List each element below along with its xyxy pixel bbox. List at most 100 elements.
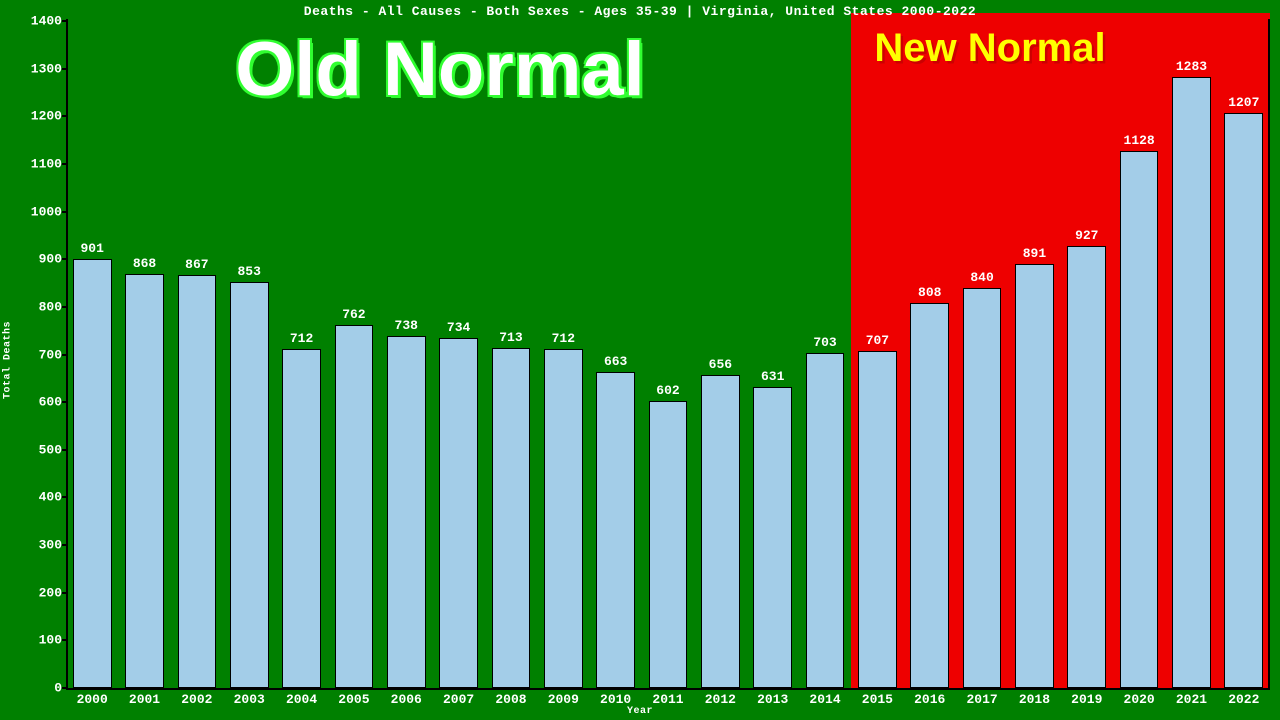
bar-value-label: 853 (238, 264, 261, 279)
bar (1120, 151, 1159, 688)
y-tick-mark (62, 496, 66, 498)
y-tick-mark (62, 258, 66, 260)
bar (492, 348, 531, 688)
bar-value-label: 901 (80, 241, 103, 256)
bar (335, 325, 374, 688)
chart-title: Deaths - All Causes - Both Sexes - Ages … (0, 4, 1280, 19)
bar-value-label: 703 (813, 335, 836, 350)
bar (387, 336, 426, 688)
x-tick-label: 2020 (1124, 692, 1155, 707)
x-tick-label: 2000 (77, 692, 108, 707)
x-tick-label: 2010 (600, 692, 631, 707)
x-tick-label: 2014 (809, 692, 840, 707)
y-tick-label: 300 (39, 538, 62, 553)
bar (701, 375, 740, 688)
x-tick-label: 2019 (1071, 692, 1102, 707)
y-tick-mark (62, 211, 66, 213)
y-tick-label: 200 (39, 585, 62, 600)
y-tick-mark (62, 544, 66, 546)
x-tick-label: 2018 (1019, 692, 1050, 707)
y-tick-label: 1200 (31, 109, 62, 124)
bar (125, 274, 164, 688)
bar-value-label: 712 (552, 331, 575, 346)
y-tick-label: 800 (39, 299, 62, 314)
bar (282, 349, 321, 688)
bar-value-label: 1283 (1176, 59, 1207, 74)
y-tick-label: 600 (39, 395, 62, 410)
y-tick-mark (62, 20, 66, 22)
x-tick-label: 2007 (443, 692, 474, 707)
bar (1224, 113, 1263, 688)
bar-value-label: 656 (709, 357, 732, 372)
bar-value-label: 840 (970, 270, 993, 285)
y-tick-label: 400 (39, 490, 62, 505)
y-tick-mark (62, 687, 66, 689)
bar (230, 282, 269, 688)
x-tick-label: 2017 (966, 692, 997, 707)
y-tick-label: 1300 (31, 61, 62, 76)
bar (596, 372, 635, 688)
y-tick-mark (62, 592, 66, 594)
bar (1172, 77, 1211, 688)
y-tick-label: 100 (39, 633, 62, 648)
bar-value-label: 738 (395, 318, 418, 333)
y-tick-mark (62, 401, 66, 403)
x-axis-line (66, 688, 1270, 690)
y-axis-line-right (1268, 19, 1270, 690)
y-tick-label: 500 (39, 442, 62, 457)
y-axis-line (66, 19, 68, 690)
chart-canvas: Deaths - All Causes - Both Sexes - Ages … (0, 0, 1280, 720)
bar-value-label: 707 (866, 333, 889, 348)
bar-value-label: 734 (447, 320, 470, 335)
x-tick-label: 2008 (495, 692, 526, 707)
bar (544, 349, 583, 688)
y-tick-label: 0 (54, 681, 62, 696)
x-tick-label: 2012 (705, 692, 736, 707)
y-tick-mark (62, 68, 66, 70)
bar (1067, 246, 1106, 688)
y-tick-label: 1400 (31, 14, 62, 29)
bar-value-label: 1207 (1228, 95, 1259, 110)
y-tick-label: 700 (39, 347, 62, 362)
y-tick-mark (62, 639, 66, 641)
old-normal-annotation: Old Normal (235, 26, 645, 113)
bar (858, 351, 897, 688)
bar-value-label: 808 (918, 285, 941, 300)
bar-value-label: 762 (342, 307, 365, 322)
y-tick-mark (62, 354, 66, 356)
bar (73, 259, 112, 688)
x-tick-label: 2015 (862, 692, 893, 707)
x-tick-label: 2022 (1228, 692, 1259, 707)
bar-value-label: 868 (133, 256, 156, 271)
x-tick-label: 2002 (181, 692, 212, 707)
bar-value-label: 712 (290, 331, 313, 346)
x-tick-label: 2009 (548, 692, 579, 707)
bar (963, 288, 1002, 688)
bar (910, 303, 949, 688)
bar (1015, 264, 1054, 688)
x-axis-label: Year (0, 706, 1280, 717)
x-tick-label: 2021 (1176, 692, 1207, 707)
x-tick-label: 2004 (286, 692, 317, 707)
y-tick-mark (62, 163, 66, 165)
x-tick-label: 2016 (914, 692, 945, 707)
x-tick-label: 2013 (757, 692, 788, 707)
bar-value-label: 1128 (1124, 133, 1155, 148)
y-tick-label: 900 (39, 252, 62, 267)
x-tick-label: 2003 (234, 692, 265, 707)
x-tick-label: 2001 (129, 692, 160, 707)
bar (753, 387, 792, 688)
y-tick-label: 1000 (31, 204, 62, 219)
y-tick-label: 1100 (31, 156, 62, 171)
x-tick-label: 2011 (652, 692, 683, 707)
y-tick-mark (62, 306, 66, 308)
bar-value-label: 713 (499, 330, 522, 345)
bar (806, 353, 845, 688)
bar-value-label: 867 (185, 257, 208, 272)
bar-value-label: 663 (604, 354, 627, 369)
y-tick-mark (62, 115, 66, 117)
bar-value-label: 602 (656, 383, 679, 398)
bar (649, 401, 688, 688)
x-tick-label: 2006 (391, 692, 422, 707)
bar-value-label: 631 (761, 369, 784, 384)
